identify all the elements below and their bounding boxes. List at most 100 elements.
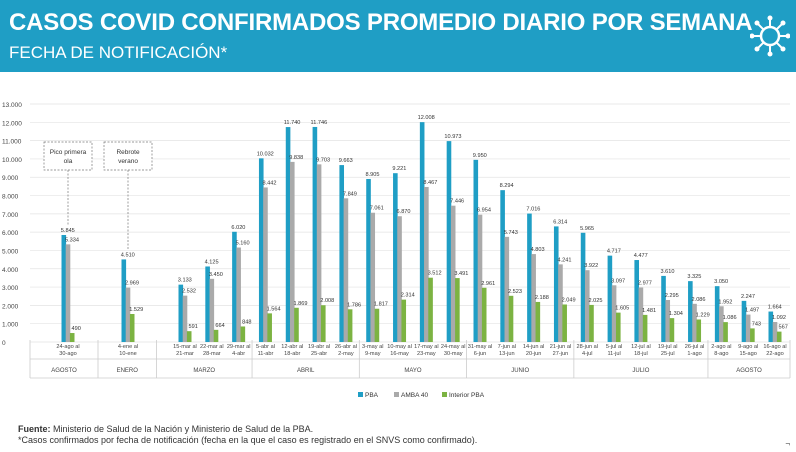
data-label: 1.304 [669,311,683,317]
legend-label: PBA [365,392,379,399]
x-tick-label: 4-abr [232,351,245,357]
legend-swatch [394,392,399,397]
bar-pba [553,226,559,342]
bar-interior-pba [481,287,487,342]
y-tick-label: 6.000 [2,230,19,237]
bar-amba-40 [125,287,131,342]
month-label: MARZO [193,368,215,374]
x-tick-label: 19-jul al [658,344,678,350]
bar-interior-pba [723,322,728,342]
data-label: 2.969 [125,281,139,287]
x-tick-label: 16-ago al [763,344,786,350]
x-tick-label: 18-abr [284,351,300,357]
x-tick-label: 4-jul [582,351,593,357]
data-label: 1.817 [374,302,388,308]
source-line: Fuente: Ministerio de Salud de la Nación… [18,424,477,435]
bar-interior-pba [750,328,755,342]
bar-amba-40 [236,247,241,342]
x-tick-label: 31-may al [468,344,493,350]
bar-pba [339,165,345,342]
bar-amba-40 [719,306,724,342]
month-label: ENERO [117,368,139,374]
data-label: 2.086 [692,297,706,303]
data-label: 2.025 [588,298,602,304]
bar-pba [500,190,505,342]
x-tick-label: 20-jun [526,351,542,357]
bar-interior-pba [428,277,433,342]
data-label: 11.740 [284,120,301,126]
bar-chart: 0 1.000 2.000 3.000 4.000 5.000 6.000 7.000 8.00… [2,102,791,399]
y-tick-label: 10.000 [2,157,22,164]
legend-swatch [358,392,363,397]
x-tick-label: 5-abr al [256,344,275,350]
bar-pba [419,122,425,343]
footnote: *Casos confirmados por fecha de notifica… [18,435,478,445]
data-label: 2.523 [508,289,522,295]
data-label: 1.605 [615,306,629,312]
data-label: 2.247 [741,294,755,300]
data-label: 3.491 [454,271,468,277]
x-tick-label: 21-jun al [550,344,571,350]
x-tick-label: 8-ago [714,351,728,357]
bar-pba [178,284,184,342]
bar-interior-pba [669,318,675,342]
x-tick-label: 21-mar [176,351,194,357]
data-label: 1.869 [293,301,307,307]
bar-pba [580,232,586,342]
bar-interior-pba [615,312,621,342]
data-label: 6.954 [477,208,491,214]
bar-interior-pba [186,331,192,342]
bar-amba-40 [745,314,751,342]
bar-interior-pba [129,314,135,342]
data-label: 848 [242,319,251,325]
y-tick-label: 7.000 [2,212,19,219]
data-label: 4.803 [531,247,545,253]
data-label: 3.512 [428,271,442,277]
data-label: 5.845 [61,228,75,234]
data-label: 4.717 [607,249,621,255]
legend-swatch [442,392,447,397]
data-label: 6.314 [553,219,567,225]
x-tick-label: 12-jul al [631,344,651,350]
bar-pba [527,213,532,342]
legend-label: Interior PBA [449,392,485,399]
x-tick-label: 19-abr al [308,344,330,350]
data-label: 7.016 [526,207,540,213]
annotation-text: Pico primera [50,149,87,156]
bar-pba [61,234,67,342]
annotation-text: verano [118,158,138,165]
x-tick-label: 22-ago [766,351,783,357]
y-tick-label: 8.000 [2,194,19,201]
data-label: 9.221 [392,166,406,172]
bar-interior-pba [642,314,648,342]
data-label: 490 [72,326,81,332]
data-label: 1.086 [723,315,737,321]
annotation-text: ola [64,158,73,165]
data-label: 1.497 [745,308,759,314]
data-label: 6.870 [397,209,411,215]
bar-pba [232,231,237,342]
x-tick-label: 26-jul al [685,344,705,350]
annotation-box [43,141,93,171]
data-label: 7.446 [450,199,464,205]
annotation-text: Rebrote [116,149,140,156]
bar-amba-40 [424,186,429,342]
data-label: 3.450 [209,272,223,278]
data-label: 1.529 [129,307,143,313]
bar-interior-pba [455,278,460,342]
bar-pba [393,173,398,342]
bar-interior-pba [562,304,567,342]
y-tick-label: 11.000 [2,139,22,146]
x-tick-label: 24-may al [441,344,466,350]
data-label: 591 [189,324,198,330]
bar-pba [607,255,613,342]
x-tick-label: 7-jun al [498,344,516,350]
data-label: 5.965 [580,226,594,232]
x-tick-label: 27-jun [553,351,569,357]
bar-amba-40 [584,270,590,342]
data-label: 6.020 [231,225,245,231]
data-label: 2.049 [562,297,576,303]
source-label: Fuente: [18,424,51,434]
bar-amba-40 [638,287,644,342]
bar-amba-40 [397,216,402,342]
